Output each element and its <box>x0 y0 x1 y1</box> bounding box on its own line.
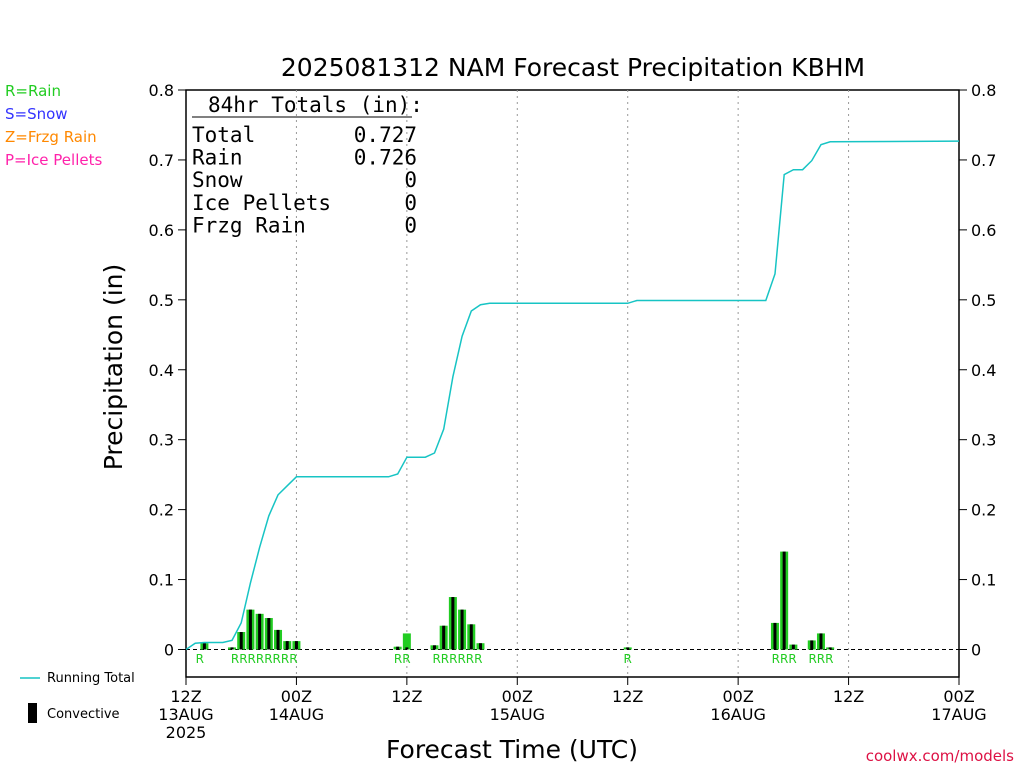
precip-type-label: RRRRRRRR <box>231 652 298 666</box>
y-tick-label: 0.6 <box>149 221 174 240</box>
x-tick-label: 00Z <box>943 687 974 706</box>
precip-type-label: RRR <box>772 652 797 666</box>
x-tick-label: 12Z <box>833 687 864 706</box>
y-tick-label-right: 0.5 <box>971 291 996 310</box>
bars-group <box>200 551 835 650</box>
y-tick-label: 0.8 <box>149 81 174 100</box>
precip-type-legend-item: Z=Frzg Rain <box>5 128 97 146</box>
convective-bar <box>773 622 777 650</box>
precip-type-legend-item: P=Ice Pellets <box>5 151 102 169</box>
totals-row-value: 0 <box>404 168 417 192</box>
convective-bar <box>442 625 446 650</box>
y-tick-label: 0.1 <box>149 571 174 590</box>
totals-row-label: Ice Pellets <box>192 191 331 215</box>
convective-bar <box>782 551 786 650</box>
y-axis-title: Precipitation (in) <box>99 264 128 471</box>
y-tick-label-right: 0.1 <box>971 571 996 590</box>
chart-title: 2025081312 NAM Forecast Precipitation KB… <box>281 53 865 82</box>
x-tick-label: 13AUG <box>158 705 213 724</box>
x-tick-label: 00Z <box>722 687 753 706</box>
x-tick-label: 12Z <box>391 687 422 706</box>
credit-text: coolwx.com/models <box>866 747 1014 765</box>
convective-bar <box>258 613 262 650</box>
convective-bar <box>810 640 814 650</box>
convective-bar <box>432 645 436 650</box>
running-total-legend-label: Running Total <box>47 671 135 686</box>
x-tick-label: 00Z <box>281 687 312 706</box>
precip-type-label: RRR <box>808 652 833 666</box>
x-tick-label: 12Z <box>612 687 643 706</box>
convective-legend-swatch <box>28 703 37 723</box>
convective-bar <box>285 641 289 650</box>
convective-bar <box>230 647 234 650</box>
precip-type-legend-item: R=Rain <box>5 82 61 100</box>
x-tick-label: 16AUG <box>710 705 765 724</box>
x-tick-label: 14AUG <box>269 705 324 724</box>
totals-heading: 84hr Totals (in): <box>208 93 423 117</box>
totals-row-value: 0 <box>404 213 417 237</box>
totals-row-label: Snow <box>192 168 243 192</box>
convective-bar <box>460 609 464 650</box>
precip-type-label: RRRRRR <box>432 652 482 666</box>
convective-bar <box>819 633 823 650</box>
y-tick-label: 0.2 <box>149 501 174 520</box>
precip-type-label: RR <box>394 652 411 666</box>
convective-bar <box>478 643 482 650</box>
y-tick-label-right: 0.7 <box>971 151 996 170</box>
y-tick-label-right: 0.4 <box>971 361 996 380</box>
convective-bar <box>626 647 630 650</box>
gridlines <box>295 90 850 677</box>
x-tick-label: 00Z <box>502 687 533 706</box>
totals-row-label: Frzg Rain <box>192 213 306 237</box>
totals-row-label: Rain <box>192 146 243 170</box>
convective-bar <box>828 647 832 650</box>
convective-bar <box>451 597 455 650</box>
convective-bar <box>294 641 298 650</box>
convective-bar <box>405 647 409 650</box>
precip-type-legend-item: S=Snow <box>5 105 68 123</box>
y-tick-label-right: 0.8 <box>971 81 996 100</box>
totals-box: 84hr Totals (in): Total 0.727 Rain 0.726 Sno… <box>192 93 423 237</box>
convective-bar <box>791 644 795 650</box>
y-tick-label: 0.5 <box>149 291 174 310</box>
y-tick-label: 0 <box>164 641 174 660</box>
x-axis-title: Forecast Time (UTC) <box>386 735 638 764</box>
x-tick-label: 2025 <box>166 723 207 742</box>
totals-row-value: 0.727 <box>354 123 417 147</box>
y-tick-label-right: 0.6 <box>971 221 996 240</box>
y-tick-label: 0.3 <box>149 431 174 450</box>
precip-type-label: R <box>196 652 204 666</box>
convective-bar <box>469 624 473 650</box>
x-tick-label: 12Z <box>170 687 201 706</box>
convective-bar <box>248 609 252 650</box>
convective-bar <box>239 632 243 650</box>
convective-legend-label: Convective <box>47 707 120 722</box>
y-tick-label-right: 0.3 <box>971 431 996 450</box>
totals-row-value: 0 <box>404 191 417 215</box>
plot-frame <box>185 89 960 678</box>
x-tick-label: 17AUG <box>931 705 986 724</box>
running-total-line <box>185 140 960 651</box>
precip-type-legend: R=Rain S=Snow Z=Frzg Rain P=Ice Pellets <box>5 82 102 169</box>
x-tick-label: 15AUG <box>490 705 545 724</box>
y-tick-label-right: 0.2 <box>971 501 996 520</box>
convective-bar <box>396 646 400 650</box>
convective-bar <box>267 618 271 650</box>
type-labels-group: R RRRRRRRR RR RRRRRR R RRR RRR <box>196 652 834 666</box>
y-axis-left: 0 0.1 0.2 0.3 0.4 0.5 0.6 0.7 0.8 <box>149 81 186 660</box>
y-tick-label: 0.7 <box>149 151 174 170</box>
totals-row-value: 0.726 <box>354 146 417 170</box>
totals-row-label: Total <box>192 123 255 147</box>
convective-bar <box>202 643 206 650</box>
y-tick-label: 0.4 <box>149 361 174 380</box>
precip-bar <box>402 633 411 650</box>
convective-bar <box>276 629 280 650</box>
y-tick-label-right: 0 <box>971 641 981 660</box>
precip-type-label: R <box>624 652 632 666</box>
y-axis-right: 0 0.1 0.2 0.3 0.4 0.5 0.6 0.7 0.8 <box>959 81 996 660</box>
